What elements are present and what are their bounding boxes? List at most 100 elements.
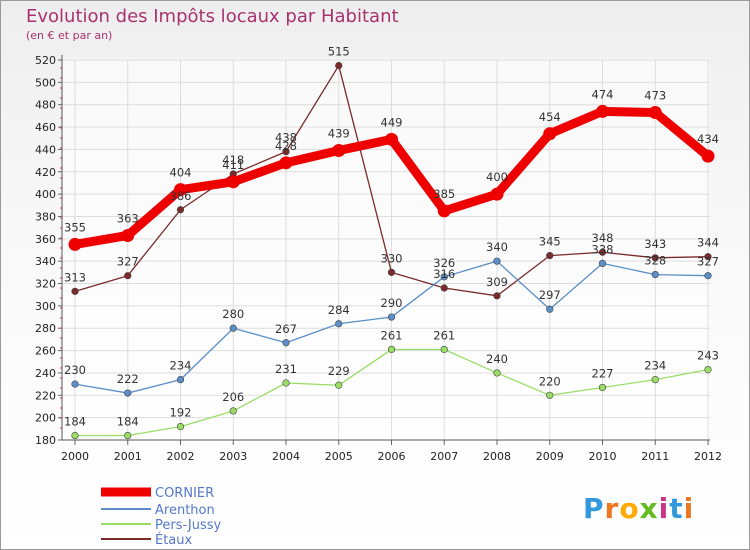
x-tick-label-2006: 2006 — [378, 450, 406, 463]
data-label-pers-jussy-2011: 234 — [644, 359, 666, 373]
y-tick-label-260: 260 — [35, 345, 56, 358]
point-arenthon-2010 — [598, 259, 607, 268]
point-pers-jussy-2009 — [546, 391, 554, 399]
logo-letter: t — [669, 492, 683, 525]
data-label-pers-jussy-2003: 206 — [222, 390, 244, 404]
x-tick-label-2000: 2000 — [61, 450, 89, 463]
point-cornier-2002 — [174, 183, 187, 197]
x-tick-label-2001: 2001 — [114, 450, 142, 463]
data-label-arenthon-2006: 290 — [381, 296, 403, 310]
logo-letter: r — [605, 492, 620, 525]
data-label-arenthon-2008: 340 — [486, 240, 508, 254]
data-label-étaux-2004: 438 — [275, 131, 297, 145]
point-pers-jussy-2008 — [493, 369, 501, 377]
point-pers-jussy-2000 — [71, 431, 79, 440]
point-cornier-2003 — [226, 175, 240, 189]
point-arenthon-2007 — [440, 273, 448, 281]
point-étaux-2012 — [704, 253, 712, 261]
data-label-cornier-2007: 385 — [433, 187, 455, 201]
point-étaux-2007 — [440, 284, 448, 292]
data-label-arenthon-2002: 234 — [170, 359, 192, 373]
point-étaux-2002 — [176, 206, 185, 214]
point-pers-jussy-2012 — [704, 365, 712, 374]
point-étaux-2006 — [387, 268, 396, 276]
data-label-étaux-2006: 330 — [381, 251, 403, 265]
data-label-cornier-2001: 363 — [117, 211, 139, 225]
point-pers-jussy-2006 — [387, 345, 396, 354]
data-label-pers-jussy-2009: 220 — [539, 374, 561, 388]
point-étaux-2009 — [546, 251, 554, 260]
point-arenthon-2000 — [71, 380, 79, 388]
data-label-étaux-2003: 418 — [222, 153, 244, 167]
point-étaux-2004 — [282, 148, 290, 156]
logo-letter: i — [684, 492, 695, 525]
data-label-pers-jussy-2001: 184 — [117, 415, 139, 429]
legend-label-pers-jussy: Pers-Jussy — [155, 518, 222, 533]
y-tick-label-340: 340 — [35, 255, 56, 268]
y-tick-label-420: 420 — [35, 166, 56, 179]
x-tick-label-2011: 2011 — [641, 450, 669, 463]
point-cornier-2009 — [543, 127, 557, 141]
point-pers-jussy-2002 — [176, 422, 185, 431]
data-label-arenthon-2000: 230 — [64, 363, 86, 377]
legend-label-arenthon: Arenthon — [155, 503, 215, 518]
data-label-arenthon-2012: 327 — [697, 255, 719, 269]
x-tick-label-2003: 2003 — [219, 450, 247, 463]
point-cornier-2010 — [596, 104, 609, 118]
x-tick-label-2008: 2008 — [483, 450, 511, 463]
y-tick-label-300: 300 — [35, 300, 56, 313]
proxiti-logo-text: Proxiti — [583, 492, 694, 525]
point-arenthon-2001 — [124, 389, 132, 397]
data-label-cornier-2006: 449 — [381, 115, 403, 129]
proxiti-logo: Proxiti — [583, 492, 694, 525]
point-cornier-2012 — [701, 149, 715, 163]
point-pers-jussy-2001 — [124, 431, 132, 440]
y-tick-label-200: 200 — [35, 412, 56, 425]
point-arenthon-2011 — [651, 270, 659, 279]
data-label-cornier-2011: 473 — [644, 89, 666, 103]
data-label-cornier-2000: 355 — [64, 220, 86, 234]
data-label-pers-jussy-2008: 240 — [486, 352, 508, 366]
data-label-cornier-2012: 434 — [697, 132, 719, 146]
x-tick-label-2009: 2009 — [536, 450, 564, 463]
point-cornier-2004 — [279, 156, 293, 170]
point-pers-jussy-2003 — [229, 407, 237, 415]
x-tick-label-2012: 2012 — [694, 450, 722, 463]
y-tick-label-500: 500 — [35, 76, 56, 89]
data-label-étaux-2010: 348 — [592, 231, 614, 245]
data-label-cornier-2002: 404 — [170, 166, 192, 180]
y-tick-label-240: 240 — [35, 367, 56, 380]
logo-letter: i — [659, 492, 670, 525]
data-label-étaux-2008: 309 — [486, 275, 508, 289]
data-label-étaux-2000: 313 — [64, 270, 86, 284]
data-label-étaux-2002: 386 — [170, 189, 192, 203]
data-label-pers-jussy-2004: 231 — [275, 362, 297, 376]
y-tick-label-440: 440 — [35, 143, 56, 156]
data-label-étaux-2001: 327 — [117, 255, 139, 269]
point-arenthon-2003 — [229, 324, 237, 332]
point-cornier-2008 — [490, 187, 504, 201]
point-cornier-2007 — [437, 204, 451, 218]
point-cornier-2001 — [121, 228, 135, 242]
x-tick-label-2007: 2007 — [430, 450, 458, 463]
y-tick-label-460: 460 — [35, 121, 56, 134]
point-arenthon-2012 — [704, 272, 712, 280]
logo-letter: P — [583, 492, 605, 525]
data-label-étaux-2005: 515 — [328, 45, 350, 59]
point-étaux-2010 — [598, 248, 607, 256]
point-étaux-2011 — [651, 254, 659, 262]
series-layer — [68, 61, 715, 440]
data-label-pers-jussy-2010: 227 — [592, 366, 614, 380]
y-tick-label-520: 520 — [35, 54, 56, 67]
data-label-arenthon-2010: 338 — [592, 242, 614, 256]
point-cornier-2005 — [332, 144, 346, 158]
data-label-arenthon-2011: 328 — [644, 254, 666, 268]
y-tick-label-320: 320 — [35, 278, 56, 291]
point-pers-jussy-2011 — [651, 376, 659, 384]
point-pers-jussy-2010 — [598, 383, 607, 392]
data-label-pers-jussy-2012: 243 — [697, 349, 719, 363]
data-label-étaux-2011: 343 — [644, 237, 666, 251]
point-arenthon-2008 — [493, 257, 501, 265]
point-étaux-2008 — [493, 292, 501, 300]
